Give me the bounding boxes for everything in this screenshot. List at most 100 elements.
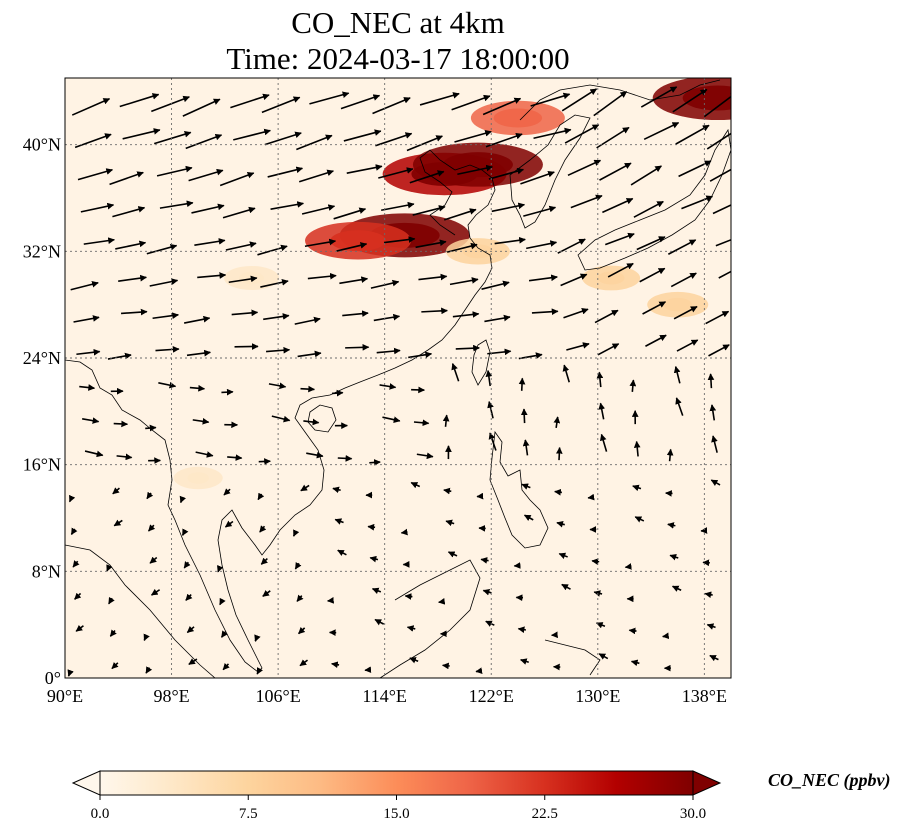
wind-arrow-169 bbox=[345, 343, 370, 351]
wind-arrow-78 bbox=[292, 529, 300, 537]
wind-arrow-96 bbox=[300, 484, 310, 492]
wind-arrow-202 bbox=[228, 275, 258, 284]
wind-arrow-240 bbox=[301, 204, 336, 215]
wind-arrow-193 bbox=[563, 308, 589, 319]
wind-arrow-95 bbox=[257, 492, 265, 501]
co-plume-core-5 bbox=[682, 85, 731, 111]
wind-arrow-233 bbox=[715, 238, 731, 247]
wind-arrow-80 bbox=[367, 523, 376, 531]
wind-arrow-279 bbox=[406, 135, 443, 152]
wind-arrow-196 bbox=[673, 305, 698, 320]
wind-arrow-143 bbox=[709, 404, 717, 421]
wind-arrow-1 bbox=[111, 661, 119, 670]
wind-arrow-226 bbox=[446, 242, 478, 253]
wind-arrow-0 bbox=[67, 669, 74, 677]
wind-arrow-254 bbox=[156, 165, 193, 177]
wind-arrow-222 bbox=[304, 238, 337, 248]
wind-arrow-56 bbox=[149, 556, 158, 564]
wind-arrow-111 bbox=[195, 451, 214, 458]
co-plume-core-3 bbox=[442, 152, 513, 178]
wind-arrow-135 bbox=[413, 419, 430, 427]
wind-arrow-34 bbox=[662, 632, 670, 640]
lat-tick-label: 8°N bbox=[32, 561, 61, 581]
wind-arrow-261 bbox=[409, 170, 445, 184]
wind-arrow-43 bbox=[327, 597, 335, 604]
wind-arrow-255 bbox=[188, 168, 224, 182]
wind-arrow-239 bbox=[270, 201, 305, 210]
wind-arrow-75 bbox=[181, 528, 189, 536]
wind-arrow-225 bbox=[415, 239, 447, 249]
co-plume-core-4 bbox=[493, 108, 543, 128]
wind-arrow-127 bbox=[113, 420, 129, 428]
wind-arrow-203 bbox=[260, 279, 289, 288]
philippines-outline bbox=[489, 430, 549, 549]
wind-arrow-149 bbox=[268, 382, 287, 390]
wind-arrow-251 bbox=[712, 204, 731, 215]
co-plume-core-10 bbox=[187, 472, 209, 484]
wind-arrow-2 bbox=[145, 666, 153, 674]
wind-arrow-158 bbox=[596, 371, 604, 388]
wind-arrow-291 bbox=[182, 98, 221, 117]
wind-arrow-70 bbox=[669, 554, 679, 561]
wind-arrow-289 bbox=[119, 93, 160, 108]
wind-arrow-73 bbox=[113, 519, 123, 527]
wind-arrow-151 bbox=[331, 389, 344, 397]
wind-arrow-192 bbox=[531, 308, 559, 316]
wind-arrow-62 bbox=[369, 555, 379, 563]
wind-arrow-182 bbox=[152, 312, 179, 320]
wind-arrow-277 bbox=[343, 129, 382, 142]
wind-arrow-49 bbox=[561, 583, 571, 591]
wind-arrow-191 bbox=[484, 314, 511, 323]
wind-arrow-274 bbox=[233, 128, 271, 141]
wind-arrow-15 bbox=[630, 659, 640, 667]
lat-tick-label: 32°N bbox=[23, 241, 61, 261]
wind-arrow-88 bbox=[667, 522, 676, 529]
wind-arrow-107 bbox=[710, 479, 721, 486]
wind-arrow-272 bbox=[153, 130, 192, 145]
wind-arrow-256 bbox=[219, 171, 255, 187]
lat-tick-label: 16°N bbox=[23, 455, 61, 475]
wind-arrow-301 bbox=[561, 88, 598, 112]
wind-arrow-284 bbox=[596, 126, 630, 149]
wind-arrow-164 bbox=[155, 346, 180, 353]
wind-arrow-257 bbox=[267, 166, 304, 178]
wind-arrow-8 bbox=[364, 666, 372, 674]
wind-arrow-3 bbox=[188, 658, 198, 666]
wind-arrow-204 bbox=[307, 272, 337, 280]
map-frame bbox=[64, 77, 732, 679]
wind-arrow-281 bbox=[485, 132, 523, 148]
wind-arrow-58 bbox=[217, 565, 224, 573]
wind-arrow-69 bbox=[624, 563, 632, 570]
wind-arrow-147 bbox=[189, 384, 206, 392]
wind-arrow-247 bbox=[570, 194, 603, 209]
wind-arrow-102 bbox=[521, 483, 531, 490]
co-plume-core-1 bbox=[330, 230, 386, 252]
wind-arrow-61 bbox=[337, 549, 347, 557]
wind-arrow-165 bbox=[186, 349, 211, 357]
wind-arrow-265 bbox=[567, 159, 602, 177]
wind-arrow-156 bbox=[518, 377, 526, 391]
wind-arrow-21 bbox=[186, 626, 195, 634]
wind-arrow-180 bbox=[73, 315, 100, 323]
wind-arrow-10 bbox=[441, 662, 450, 670]
wind-arrow-9 bbox=[409, 657, 419, 664]
wind-arrow-188 bbox=[373, 313, 401, 322]
wind-arrow-152 bbox=[379, 383, 397, 390]
wind-arrow-144 bbox=[79, 384, 96, 391]
wind-arrow-235 bbox=[112, 206, 146, 218]
wind-arrow-244 bbox=[443, 208, 477, 221]
wind-arrow-298 bbox=[451, 94, 491, 111]
wind-arrow-174 bbox=[518, 352, 543, 360]
wind-arrow-270 bbox=[74, 133, 112, 149]
wind-arrow-23 bbox=[254, 634, 261, 642]
wind-arrow-68 bbox=[591, 558, 600, 565]
wind-arrow-300 bbox=[530, 92, 571, 107]
wind-arrow-293 bbox=[261, 96, 301, 114]
wind-arrow-283 bbox=[564, 124, 600, 144]
wind-arrow-296 bbox=[372, 97, 411, 115]
wind-arrow-209 bbox=[481, 280, 510, 290]
colorbar-extend-min bbox=[71, 770, 101, 796]
wind-arrow-168 bbox=[297, 350, 322, 358]
lon-tick-label: 90°E bbox=[47, 686, 83, 706]
wind-arrow-214 bbox=[670, 272, 697, 288]
